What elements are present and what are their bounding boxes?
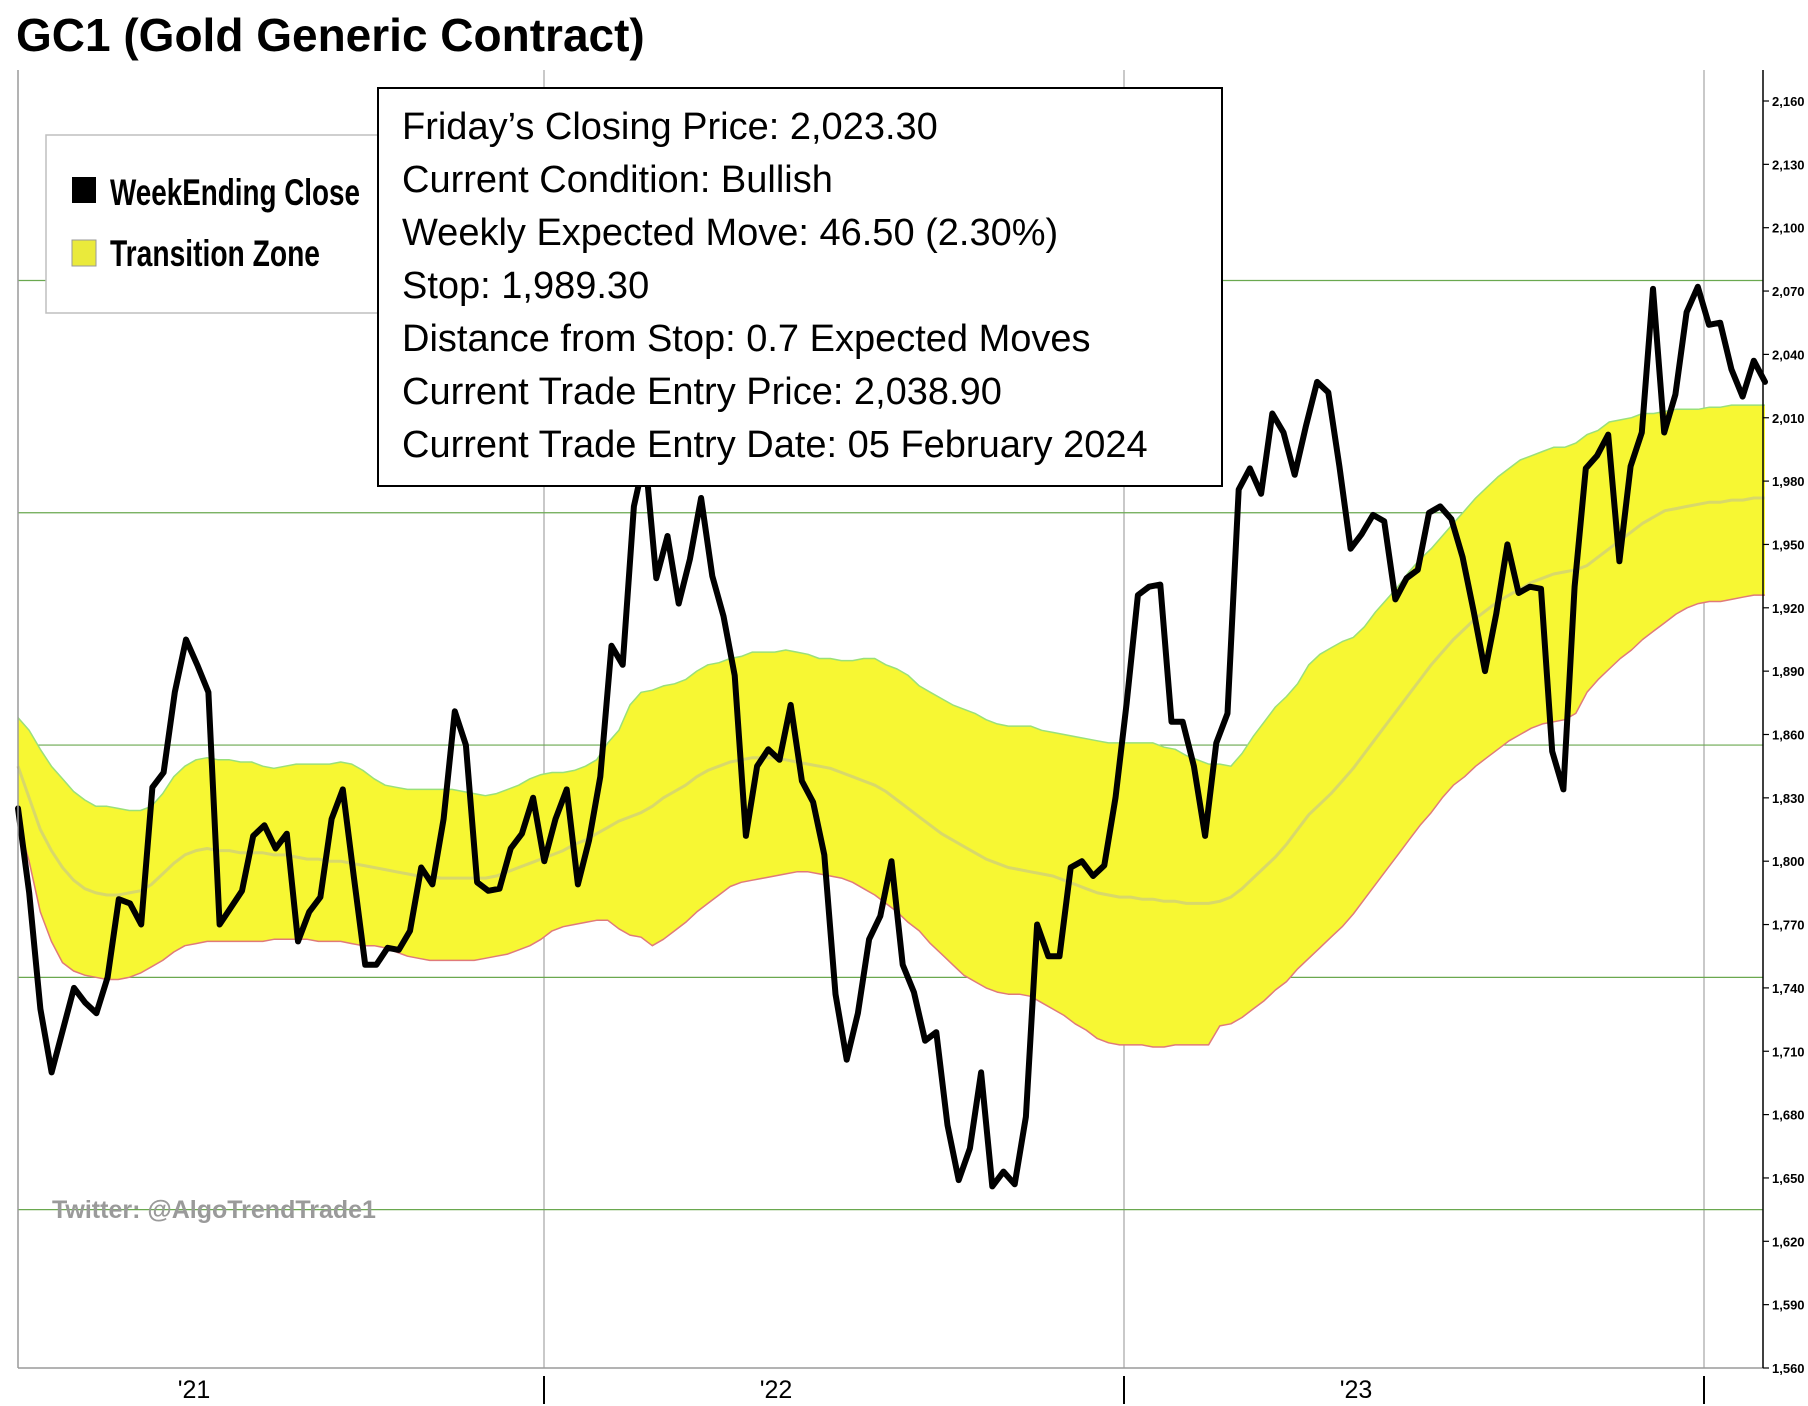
x-tick-label: '22 — [760, 1376, 793, 1404]
chart-title: GC1 (Gold Generic Contract) — [16, 9, 645, 61]
legend-label-zone: Transition Zone — [110, 233, 320, 274]
y-tick-label: 2,040 — [1772, 347, 1805, 362]
info-entry-price: Current Trade Entry Price: 2,038.90 — [402, 371, 1002, 413]
info-expected-move: Weekly Expected Move: 46.50 (2.30%) — [402, 212, 1058, 254]
weekending-close-series — [15, 283, 1768, 1190]
transition-zone-fill — [18, 405, 1765, 1048]
y-tick-label: 2,070 — [1772, 284, 1805, 299]
y-tick-label: 1,650 — [1772, 1171, 1805, 1186]
y-tick-label: 1,620 — [1772, 1234, 1805, 1249]
info-closing-price: Friday’s Closing Price: 2,023.30 — [402, 106, 938, 148]
info-box-frame — [377, 87, 1223, 487]
weekending-close-line — [15, 283, 1768, 1190]
y-tick-label: 1,860 — [1772, 728, 1805, 743]
y-tick-label: 1,920 — [1772, 601, 1805, 616]
x-axis: '21 '22 '23 — [178, 1376, 1705, 1404]
info-stop: Stop: 1,989.30 — [402, 265, 649, 307]
y-tick-label: 2,100 — [1772, 221, 1805, 236]
y-tick-label: 2,130 — [1772, 157, 1805, 172]
y-tick-label: 1,980 — [1772, 474, 1805, 489]
y-tick-label: 1,560 — [1772, 1361, 1805, 1376]
legend-box — [45, 134, 387, 314]
y-tick-label: 1,740 — [1772, 981, 1805, 996]
y-tick-label: 1,800 — [1772, 854, 1805, 869]
transition-zone-lower-edge — [17, 594, 1765, 1048]
info-entry-date: Current Trade Entry Date: 05 February 20… — [402, 424, 1148, 466]
x-tick-label: '23 — [1340, 1376, 1373, 1404]
legend-swatch-zone — [71, 239, 97, 267]
y-tick-label: 1,890 — [1772, 664, 1805, 679]
twitter-watermark: Twitter: @AlgoTrendTrade1 — [52, 1196, 376, 1224]
y-tick-label: 1,770 — [1772, 918, 1805, 933]
y-tick-label: 1,680 — [1772, 1108, 1805, 1123]
legend: WeekEnding Close Transition Zone — [45, 134, 387, 314]
y-tick-label: 2,010 — [1772, 411, 1805, 426]
y-tick-label: 2,160 — [1772, 94, 1805, 109]
info-current-condition: Current Condition: Bullish — [402, 159, 833, 201]
y-tick-label: 1,950 — [1772, 537, 1805, 552]
y-tick-label: 1,590 — [1772, 1298, 1805, 1313]
transition-zone-upper-edge — [17, 404, 1765, 812]
info-distance-from-stop: Distance from Stop: 0.7 Expected Moves — [402, 318, 1091, 360]
y-axis: 1,560 1,590 1,620 1,650 1,680 1,710 1,740 1,770… — [1763, 94, 1805, 1376]
y-tick-label: 1,710 — [1772, 1044, 1805, 1059]
legend-label-close: WeekEnding Close — [110, 172, 360, 213]
info-box: Friday’s Closing Price: 2,023.30 Current… — [377, 87, 1223, 487]
x-tick-label: '21 — [178, 1376, 211, 1404]
y-tick-label: 1,830 — [1772, 791, 1805, 806]
legend-swatch-close — [72, 177, 96, 203]
